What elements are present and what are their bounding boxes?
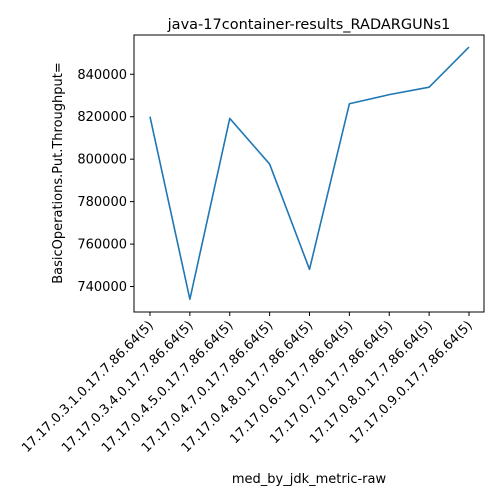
series-group <box>149 46 470 301</box>
chart-title: java-17container-results_RADARGUNs1 <box>167 17 451 33</box>
y-axis: 740000 760000 780000 800000 820000 840000 <box>77 68 134 295</box>
y-axis-label: BasicOperations.Put.Throughput= <box>51 62 66 284</box>
y-tick-label: 840000 <box>77 68 127 83</box>
y-tick-label: 740000 <box>77 280 127 295</box>
y-tick-label: 820000 <box>77 110 127 125</box>
plot-frame <box>133 34 485 313</box>
x-axis-label: med_by_jdk_metric-raw <box>232 472 387 487</box>
y-tick-label: 780000 <box>77 195 127 210</box>
y-tick-label: 760000 <box>77 238 127 253</box>
series-line <box>149 46 470 301</box>
x-axis: 17.17.0.3.1.0.17.7.86.64(5)17.17.0.3.4.0… <box>19 312 476 456</box>
y-tick-label: 800000 <box>77 153 127 168</box>
